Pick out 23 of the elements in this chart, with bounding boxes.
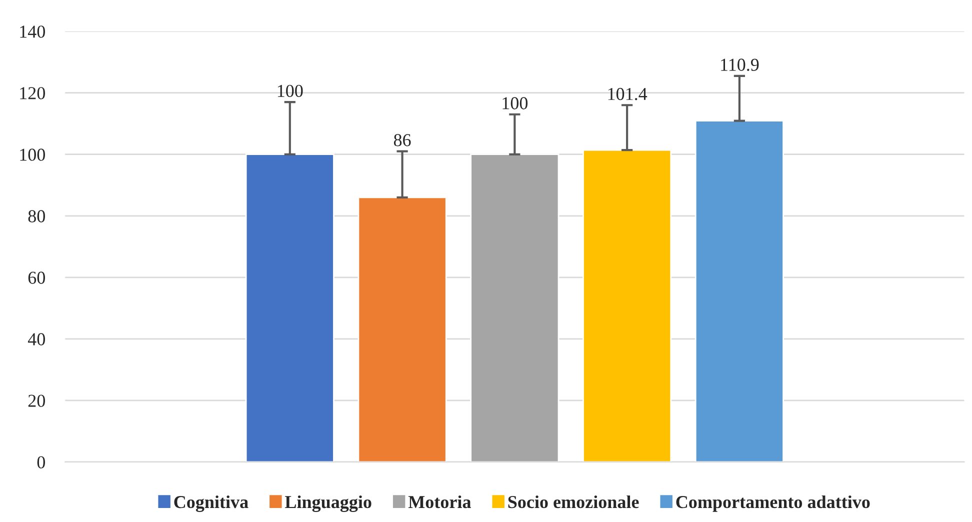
y-tick-label: 60 [28, 272, 45, 284]
data-label: 110.9 [721, 58, 759, 71]
legend-label: Comportamento adattivo [676, 495, 870, 512]
bar [470, 154, 560, 462]
bar [694, 120, 784, 462]
y-tick-label: 140 [20, 26, 45, 38]
bar [358, 196, 447, 462]
data-label: 100 [278, 84, 303, 98]
legend-label: Motoria [408, 495, 471, 508]
y-tick-label: 40 [28, 333, 45, 346]
y-tick-label: 100 [20, 148, 45, 161]
y-tick-label: 120 [20, 87, 45, 100]
bar [582, 149, 672, 462]
y-tick-label: 20 [28, 394, 45, 407]
legend-label: Linguaggio [285, 495, 372, 512]
data-label: 86 [394, 134, 411, 146]
legend-label: Socio emozionale [508, 495, 639, 508]
data-label: 101.4 [608, 88, 648, 100]
data-label: 100 [502, 97, 528, 110]
bar [245, 154, 334, 462]
y-tick-label: 0 [37, 456, 45, 468]
legend-label: Cognitiva [174, 495, 248, 512]
y-tick-label: 80 [28, 210, 45, 222]
